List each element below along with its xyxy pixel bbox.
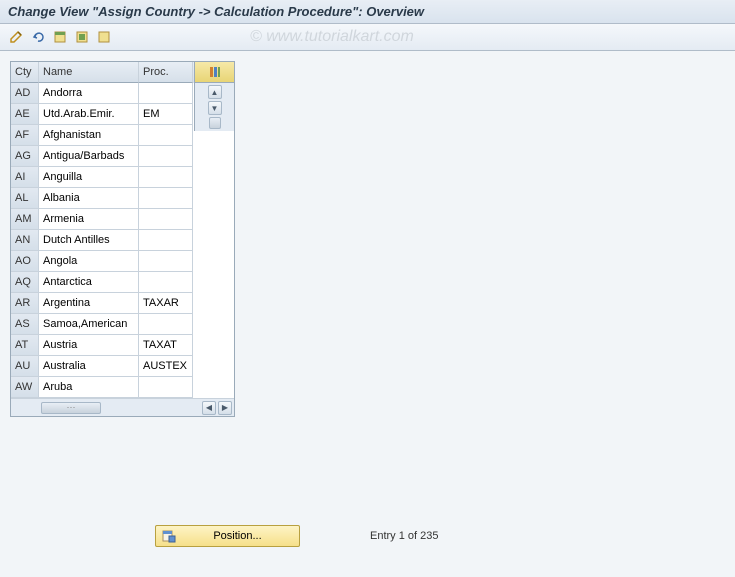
name-cell[interactable]: Utd.Arab.Emir.: [39, 104, 139, 125]
vscroll-up-icon[interactable]: ▲: [208, 85, 222, 99]
table-row[interactable]: ALAlbania: [11, 188, 234, 209]
cty-cell[interactable]: AU: [11, 356, 39, 377]
select-all-icon[interactable]: [50, 27, 70, 47]
proc-cell[interactable]: [139, 188, 193, 209]
name-cell[interactable]: Antarctica: [39, 272, 139, 293]
vertical-scrollbar[interactable]: ▲ ▼: [194, 83, 234, 131]
table-row[interactable]: ATAustriaTAXAT: [11, 335, 234, 356]
cty-cell[interactable]: AE: [11, 104, 39, 125]
cty-cell[interactable]: AM: [11, 209, 39, 230]
proc-cell[interactable]: [139, 251, 193, 272]
proc-cell[interactable]: [139, 167, 193, 188]
name-cell[interactable]: Anguilla: [39, 167, 139, 188]
undo-icon[interactable]: [28, 27, 48, 47]
proc-cell[interactable]: TAXAR: [139, 293, 193, 314]
table-row[interactable]: AGAntigua/Barbads: [11, 146, 234, 167]
vscroll-down-icon[interactable]: ▼: [208, 101, 222, 115]
select-block-icon[interactable]: [72, 27, 92, 47]
cty-cell[interactable]: AO: [11, 251, 39, 272]
table-row[interactable]: ANDutch Antilles: [11, 230, 234, 251]
cty-cell[interactable]: AI: [11, 167, 39, 188]
hscroll-right-icon[interactable]: ▶: [218, 401, 232, 415]
country-table: Cty Name Proc. ADAndorraAEUtd.Arab.Emir.…: [10, 61, 235, 417]
name-cell[interactable]: Austria: [39, 335, 139, 356]
name-cell[interactable]: Samoa,American: [39, 314, 139, 335]
proc-cell[interactable]: TAXAT: [139, 335, 193, 356]
toolbar: [0, 24, 735, 51]
table-row[interactable]: AUAustraliaAUSTEX: [11, 356, 234, 377]
table-row[interactable]: AIAnguilla: [11, 167, 234, 188]
proc-cell[interactable]: [139, 377, 193, 398]
proc-cell[interactable]: EM: [139, 104, 193, 125]
name-cell[interactable]: Andorra: [39, 83, 139, 104]
cty-cell[interactable]: AF: [11, 125, 39, 146]
table-settings-button[interactable]: [194, 62, 234, 83]
name-cell[interactable]: Aruba: [39, 377, 139, 398]
proc-cell[interactable]: [139, 83, 193, 104]
cty-cell[interactable]: AG: [11, 146, 39, 167]
name-cell[interactable]: Australia: [39, 356, 139, 377]
table-row[interactable]: AMArmenia: [11, 209, 234, 230]
name-cell[interactable]: Albania: [39, 188, 139, 209]
hscroll-thumb[interactable]: ⋯: [41, 402, 101, 414]
proc-cell[interactable]: [139, 272, 193, 293]
vscroll-thumb[interactable]: [209, 117, 221, 129]
position-button[interactable]: Position...: [155, 525, 300, 547]
cty-cell[interactable]: AR: [11, 293, 39, 314]
page-title: Change View "Assign Country -> Calculati…: [0, 0, 735, 24]
proc-cell[interactable]: AUSTEX: [139, 356, 193, 377]
table-row[interactable]: AQAntarctica: [11, 272, 234, 293]
name-cell[interactable]: Antigua/Barbads: [39, 146, 139, 167]
name-cell[interactable]: Dutch Antilles: [39, 230, 139, 251]
content-area: Cty Name Proc. ADAndorraAEUtd.Arab.Emir.…: [0, 51, 735, 528]
change-icon[interactable]: [6, 27, 26, 47]
proc-cell[interactable]: [139, 230, 193, 251]
table-row[interactable]: ARArgentinaTAXAR: [11, 293, 234, 314]
cty-cell[interactable]: AW: [11, 377, 39, 398]
name-cell[interactable]: Argentina: [39, 293, 139, 314]
cty-cell[interactable]: AQ: [11, 272, 39, 293]
col-header-cty[interactable]: Cty: [11, 62, 39, 83]
proc-cell[interactable]: [139, 146, 193, 167]
col-header-name[interactable]: Name: [39, 62, 139, 83]
cty-cell[interactable]: AL: [11, 188, 39, 209]
table-row[interactable]: ASSamoa,American: [11, 314, 234, 335]
horizontal-scrollbar[interactable]: ⋯ ◀ ▶: [11, 398, 234, 416]
table-row[interactable]: AWAruba: [11, 377, 234, 398]
hscroll-left-icon[interactable]: ◀: [202, 401, 216, 415]
deselect-icon[interactable]: [94, 27, 114, 47]
proc-cell[interactable]: [139, 209, 193, 230]
cty-cell[interactable]: AN: [11, 230, 39, 251]
position-icon: [162, 529, 176, 543]
cty-cell[interactable]: AS: [11, 314, 39, 335]
name-cell[interactable]: Angola: [39, 251, 139, 272]
name-cell[interactable]: Afghanistan: [39, 125, 139, 146]
cty-cell[interactable]: AD: [11, 83, 39, 104]
footer-bar: Position... Entry 1 of 235: [0, 525, 735, 547]
proc-cell[interactable]: [139, 314, 193, 335]
position-button-label: Position...: [182, 530, 293, 542]
name-cell[interactable]: Armenia: [39, 209, 139, 230]
cty-cell[interactable]: AT: [11, 335, 39, 356]
col-header-proc[interactable]: Proc.: [139, 62, 193, 83]
entry-count-text: Entry 1 of 235: [370, 530, 439, 542]
proc-cell[interactable]: [139, 125, 193, 146]
table-row[interactable]: AOAngola: [11, 251, 234, 272]
